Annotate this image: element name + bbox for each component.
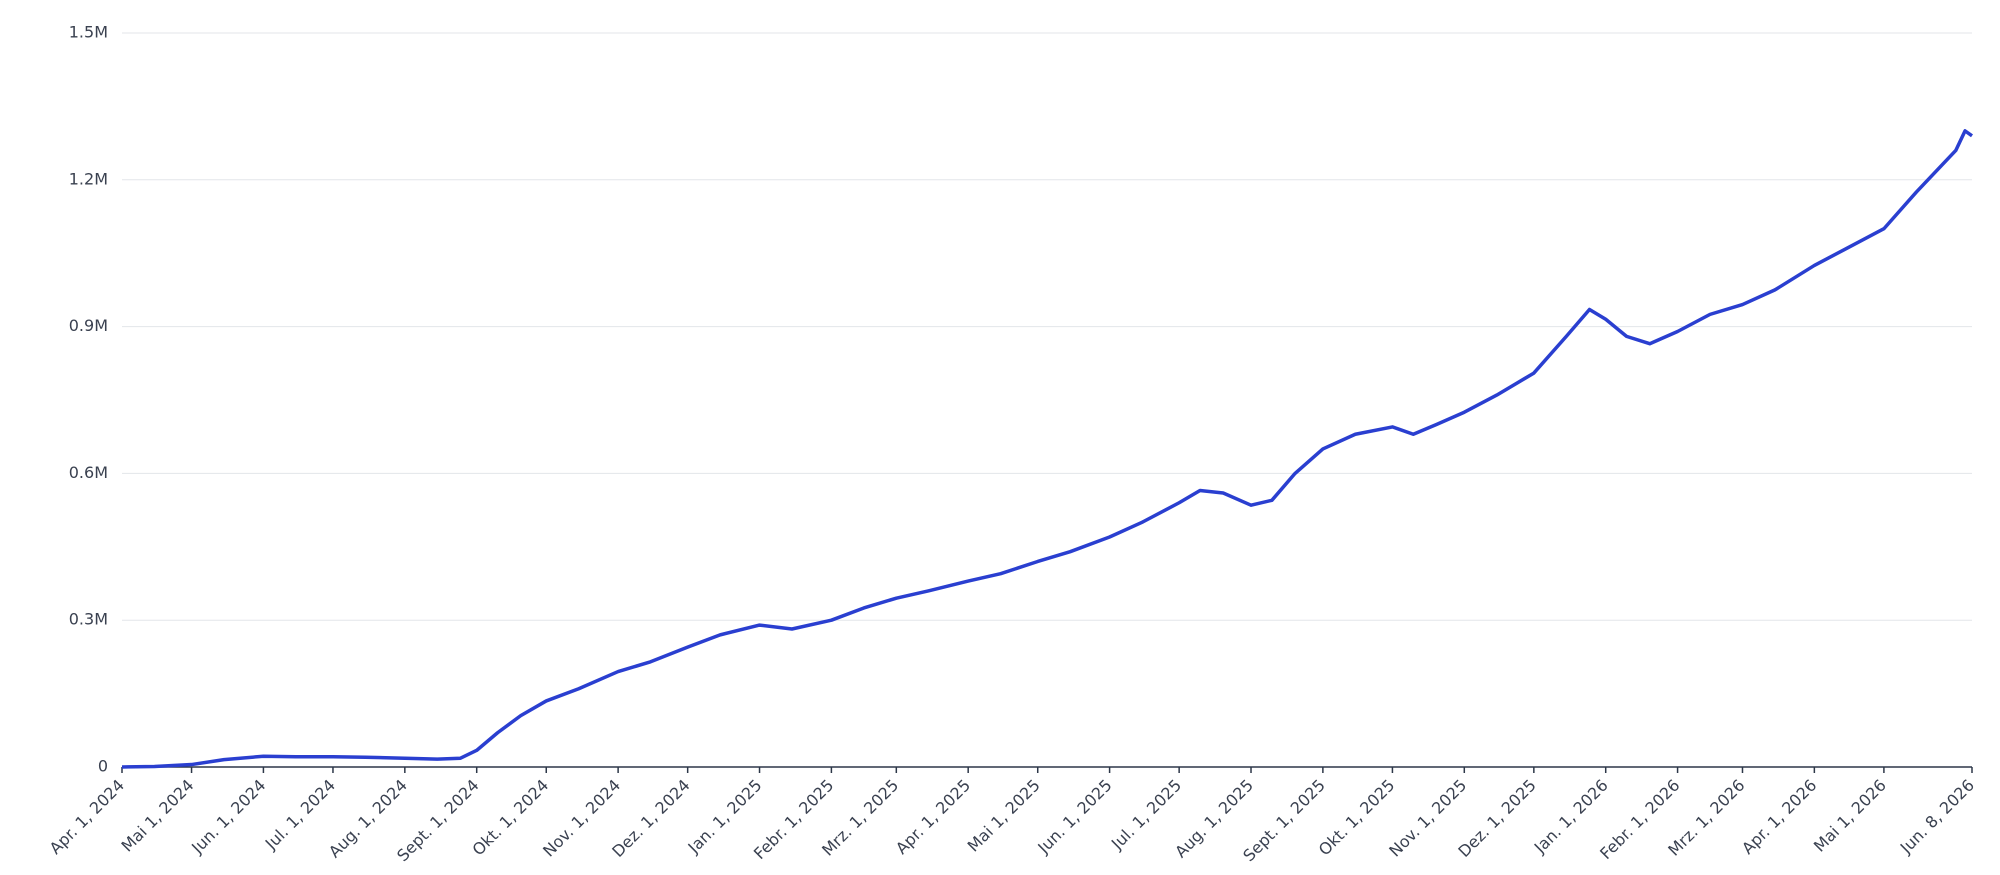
x-tick-label: Apr. 1, 2024 [46,776,128,858]
y-tick-label: 0.9M [69,316,108,335]
x-tick-label: Jun. 8, 2026 [1896,776,1978,858]
x-tick-label: Jul. 1, 2024 [261,776,339,854]
x-tick-label: Apr. 1, 2025 [892,776,974,858]
x-tick-label: Mai 1, 2026 [1810,776,1890,856]
y-tick-label: 1.2M [69,169,108,188]
y-tick-label: 0.6M [69,463,108,482]
x-tick-label: Apr. 1, 2026 [1738,776,1820,858]
x-tick-label: Mai 1, 2025 [964,776,1044,856]
y-tick-label: 1.5M [69,23,108,42]
y-tick-label: 0.3M [69,610,108,629]
x-tick-label: Jul. 1, 2025 [1107,776,1185,854]
x-tick-label: Mai 1, 2024 [118,776,198,856]
line-series [121,129,1974,769]
x-tick-label: Jun. 1, 2024 [187,776,269,858]
x-tick-label: Jun. 1, 2025 [1033,776,1115,858]
y-tick-label: 0 [98,757,108,776]
